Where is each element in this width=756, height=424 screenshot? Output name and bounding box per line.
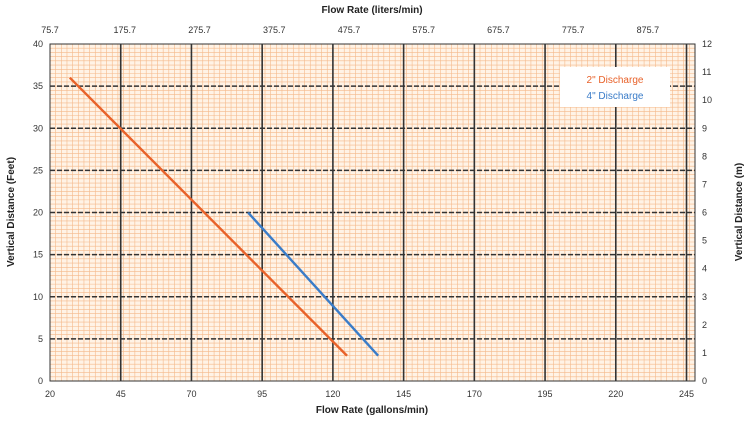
top-tick-label: 775.7: [562, 25, 585, 35]
right-tick-label: 11: [702, 67, 711, 77]
x-tick-label: 170: [467, 389, 482, 399]
top-tick-label: 175.7: [113, 25, 136, 35]
top-tick-label: 75.7: [41, 25, 59, 35]
x-tick-label: 220: [608, 389, 623, 399]
legend-entry-2in: 2" Discharge: [587, 75, 644, 86]
right-axis-title: Vertical Distance (m): [734, 163, 745, 261]
y-tick-label: 30: [33, 123, 43, 133]
series-lines: [68, 76, 380, 357]
x-tick-label: 20: [45, 389, 55, 399]
right-tick-label: 6: [702, 208, 707, 218]
major-grid: [50, 44, 695, 381]
y-tick-label: 15: [33, 250, 43, 260]
y-tick-label: 5: [38, 334, 43, 344]
legend: 2" Discharge 4" Discharge: [560, 67, 670, 107]
top-tick-label: 575.7: [412, 25, 435, 35]
top-axis-ticks: 75.7 175.7 275.7 375.7 475.7 575.7 675.7 775.7 8…: [41, 25, 659, 35]
right-tick-label: 4: [702, 264, 707, 274]
x-axis-ticks: 20 45 70 95 120 145 170 195 220 245: [45, 389, 694, 399]
legend-box: [560, 67, 670, 107]
top-tick-label: 275.7: [188, 25, 211, 35]
x-tick-label: 245: [679, 389, 694, 399]
right-tick-label: 0: [702, 376, 707, 386]
top-tick-label: 475.7: [338, 25, 361, 35]
right-tick-label: 7: [702, 179, 707, 189]
y-tick-label: 25: [33, 165, 43, 175]
y-axis-ticks: 0 5 10 15 20 25 30 35 40: [33, 39, 43, 386]
legend-entry-4in: 4" Discharge: [587, 91, 644, 102]
y-tick-label: 20: [33, 208, 43, 218]
x-tick-label: 120: [325, 389, 340, 399]
x-tick-label: 145: [396, 389, 411, 399]
y-tick-label: 40: [33, 39, 43, 49]
right-tick-label: 2: [702, 320, 707, 330]
right-tick-label: 8: [702, 151, 707, 161]
x-tick-label: 70: [186, 389, 196, 399]
right-tick-label: 1: [702, 348, 707, 358]
x-tick-label: 195: [538, 389, 553, 399]
x-axis-title: Flow Rate (gallons/min): [316, 405, 428, 416]
series-line-0: [68, 76, 348, 357]
right-tick-label: 9: [702, 123, 707, 133]
right-tick-label: 5: [702, 236, 707, 246]
top-tick-label: 375.7: [263, 25, 286, 35]
plot-border: [49, 43, 696, 382]
y-tick-label: 35: [33, 81, 43, 91]
right-tick-label: 3: [702, 292, 707, 302]
top-tick-label: 875.7: [637, 25, 660, 35]
right-tick-label: 12: [702, 39, 712, 49]
y-axis-title: Vertical Distance (Feet): [6, 157, 17, 267]
series-line-1: [247, 211, 380, 357]
x-tick-label: 45: [116, 389, 126, 399]
x-tick-label: 95: [257, 389, 267, 399]
right-tick-label: 10: [702, 95, 712, 105]
y-tick-label: 0: [38, 376, 43, 386]
y-tick-label: 10: [33, 292, 43, 302]
top-tick-label: 675.7: [487, 25, 510, 35]
top-axis-title: Flow Rate (liters/min): [321, 5, 422, 16]
